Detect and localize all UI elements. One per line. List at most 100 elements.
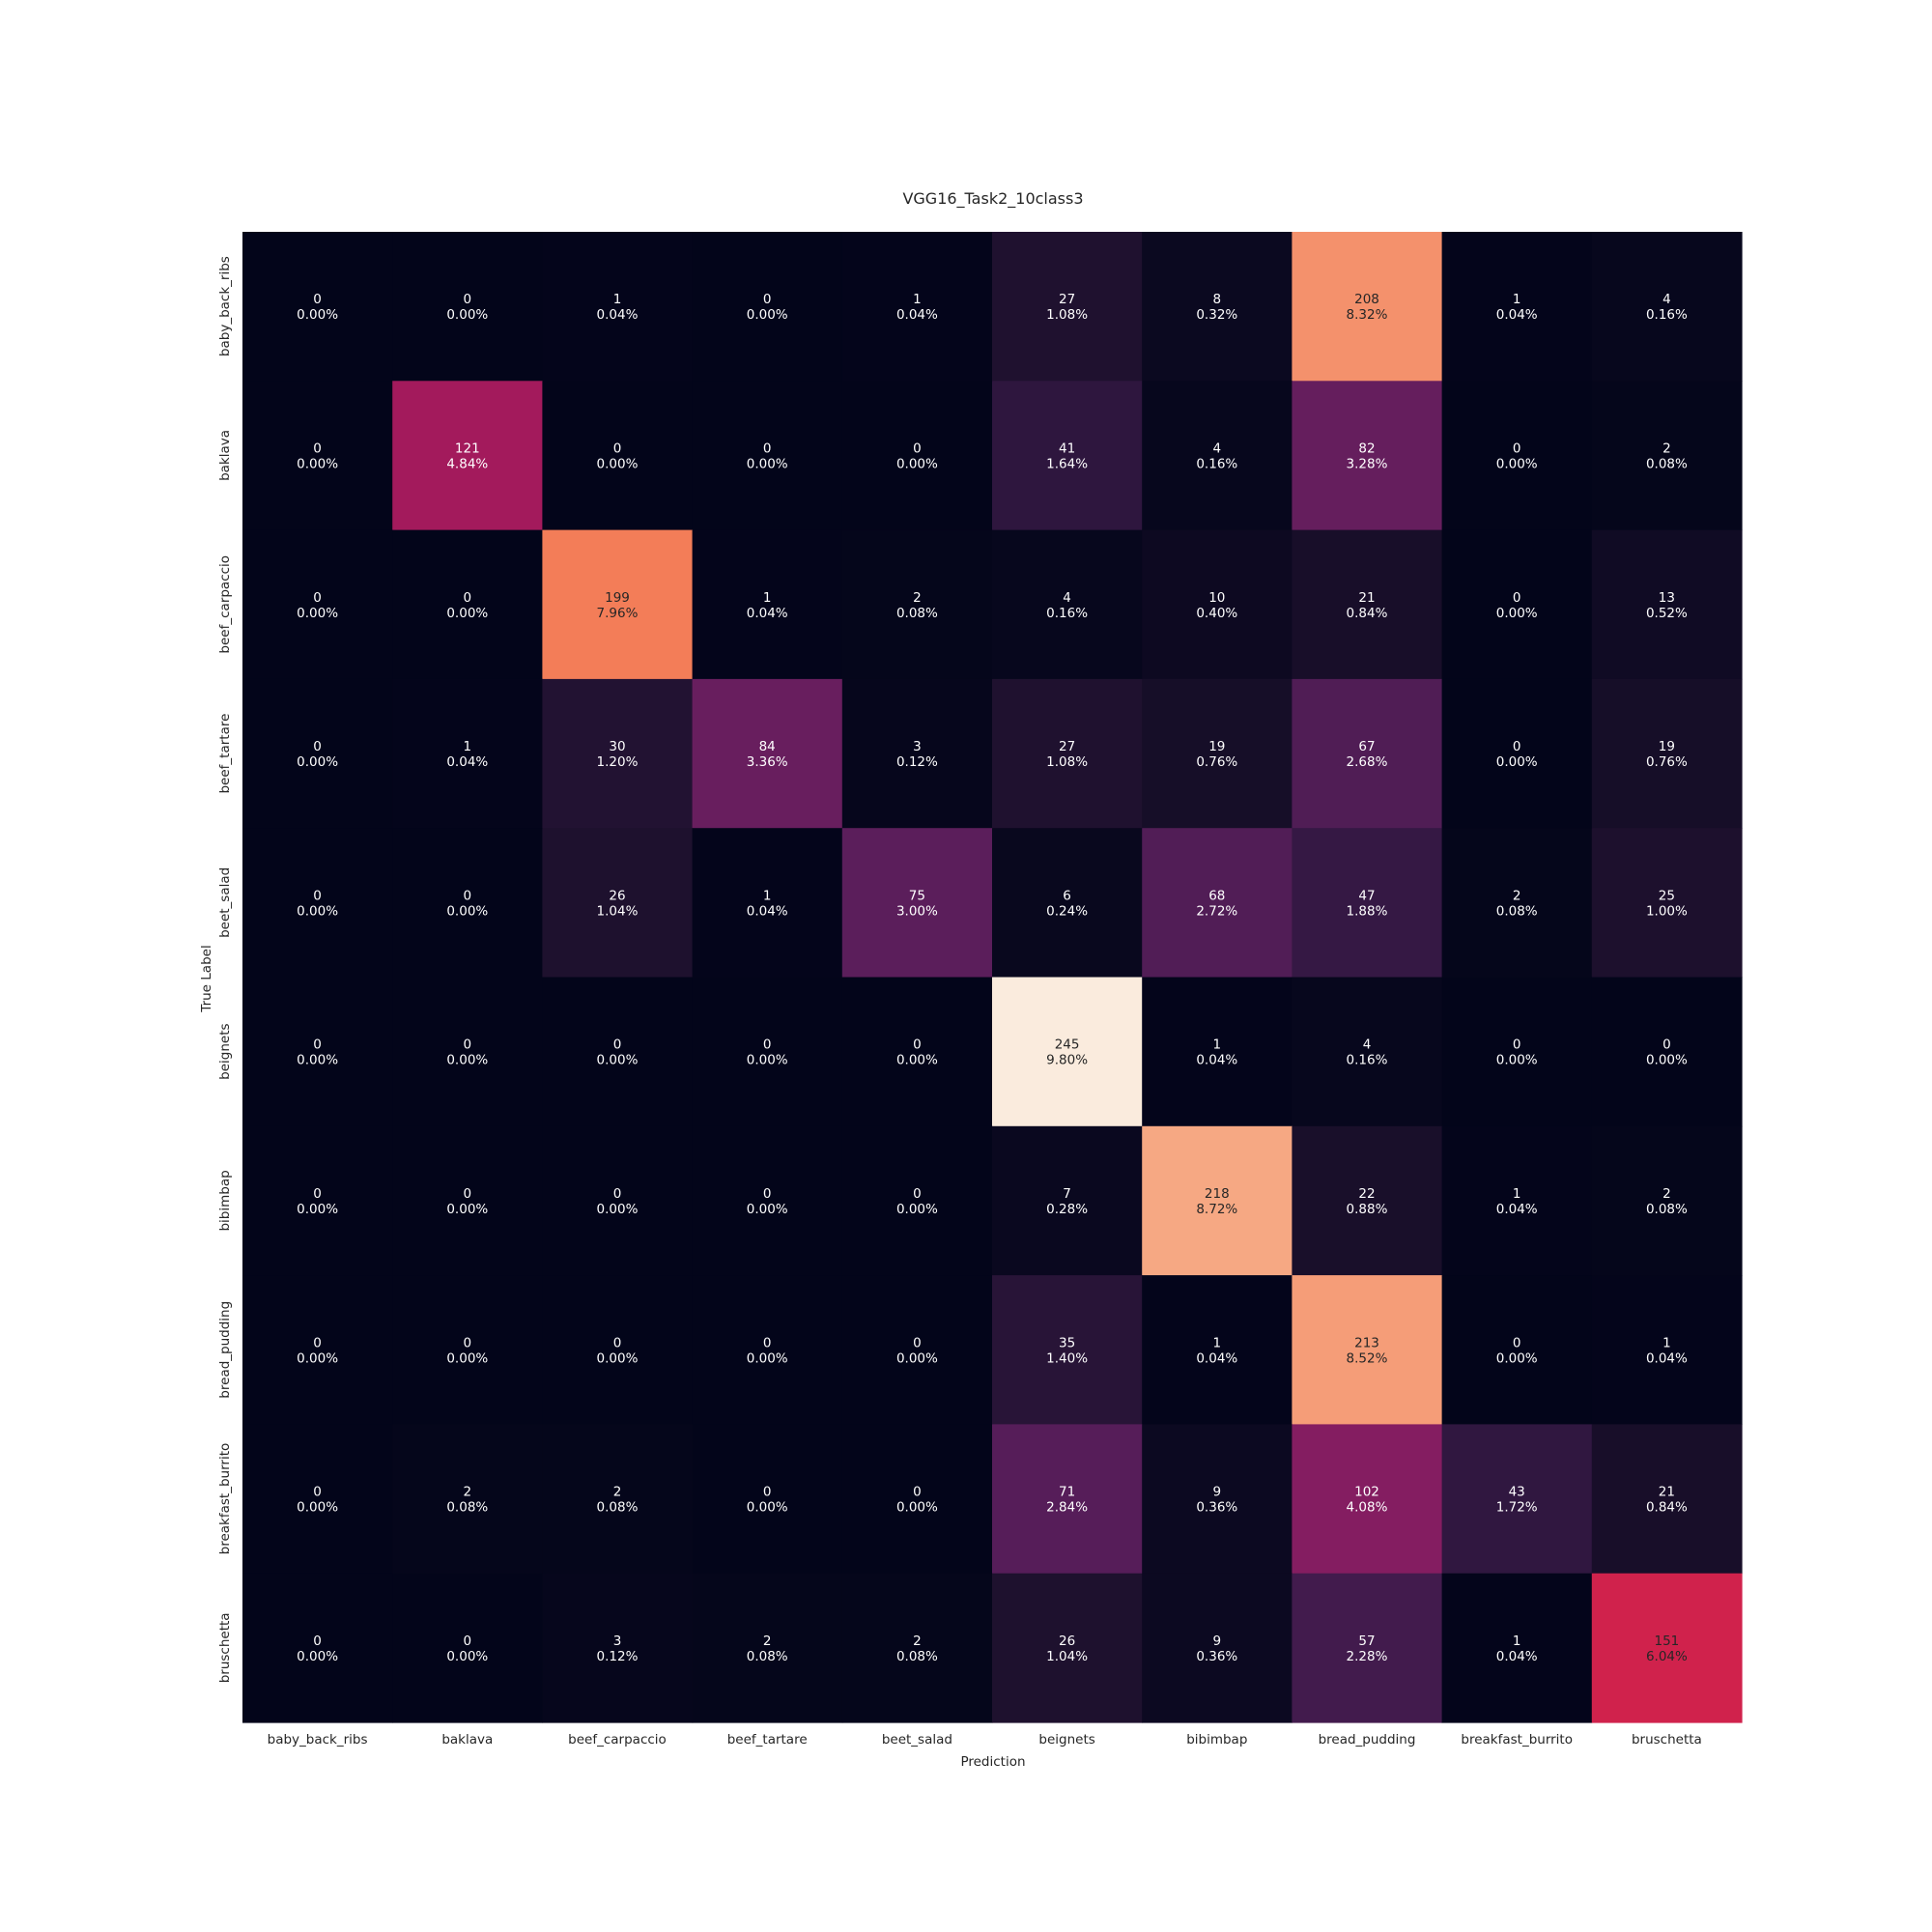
- cell-count-label: 0: [763, 440, 772, 456]
- cell-count-label: 0: [1513, 1037, 1521, 1053]
- heatmap-cell: [1142, 1125, 1293, 1276]
- heatmap-cell: [692, 1275, 843, 1425]
- cell-percent-label: 0.04%: [1196, 1350, 1237, 1366]
- heatmap-cell: [242, 381, 393, 531]
- heatmap-cell: [1142, 1573, 1293, 1723]
- cell-count-label: 10: [1208, 590, 1225, 606]
- cell-percent-label: 2.72%: [1196, 903, 1237, 919]
- cell-count-label: 1: [613, 292, 622, 307]
- cell-count-label: 0: [464, 888, 472, 903]
- cell-percent-label: 0.00%: [896, 1350, 938, 1366]
- cell-count-label: 0: [763, 292, 772, 307]
- cell-percent-label: 0.32%: [1196, 307, 1237, 323]
- cell-count-label: 27: [1059, 739, 1075, 754]
- cell-count-label: 245: [1055, 1037, 1080, 1053]
- cell-percent-label: 0.16%: [1046, 606, 1088, 621]
- heatmap-cell: [841, 1424, 993, 1575]
- cell-count-label: 26: [609, 888, 625, 903]
- cell-percent-label: 4.08%: [1347, 1500, 1388, 1516]
- cell-count-label: 0: [1513, 590, 1521, 606]
- cell-percent-label: 1.08%: [1046, 754, 1088, 770]
- cell-percent-label: 0.40%: [1196, 606, 1237, 621]
- cell-percent-label: 9.80%: [1046, 1053, 1088, 1068]
- cell-count-label: 0: [313, 1485, 322, 1500]
- y-tick-label: bruschetta: [217, 1612, 233, 1683]
- cell-percent-label: 0.00%: [747, 1053, 788, 1068]
- x-tick-label: bread_pudding: [1319, 1732, 1416, 1747]
- y-tick-label: bread_pudding: [217, 1301, 233, 1399]
- cell-count-label: 7: [1063, 1186, 1071, 1202]
- cell-count-label: 0: [464, 1186, 472, 1202]
- heatmap-cell: [542, 678, 694, 829]
- cell-count-label: 19: [1659, 739, 1675, 754]
- heatmap-cell: [542, 232, 694, 382]
- cell-count-label: 1: [1513, 1634, 1521, 1649]
- x-tick-label: baklava: [441, 1732, 493, 1747]
- x-axis-ticks: baby_back_ribs baklava beef_carpaccio beef_…: [268, 1732, 1702, 1747]
- cell-percent-label: 0.12%: [597, 1649, 639, 1664]
- cell-percent-label: 0.04%: [896, 307, 938, 323]
- x-tick-label: baby_back_ribs: [268, 1732, 368, 1747]
- cell-count-label: 0: [1513, 739, 1521, 754]
- cell-count-label: 1: [913, 292, 922, 307]
- heatmap-cell: [392, 1573, 543, 1723]
- cell-percent-label: 1.40%: [1046, 1350, 1088, 1366]
- cell-percent-label: 0.00%: [297, 1350, 338, 1366]
- heatmap-cell: [1591, 529, 1743, 680]
- cell-count-label: 4: [1662, 292, 1671, 307]
- heatmap-cell: [992, 828, 1143, 979]
- cell-percent-label: 3.36%: [747, 754, 788, 770]
- heatmap-cell: [1142, 678, 1293, 829]
- cell-percent-label: 0.00%: [747, 456, 788, 471]
- heatmap-cell: [392, 381, 543, 531]
- heatmap-cell: [392, 1424, 543, 1575]
- cell-percent-label: 0.08%: [1646, 1202, 1688, 1217]
- cell-percent-label: 1.64%: [1046, 456, 1088, 471]
- heatmap-cell: [841, 1125, 993, 1276]
- heatmap-cell: [392, 1125, 543, 1276]
- cell-count-label: 9: [1213, 1485, 1222, 1500]
- cell-count-label: 121: [455, 440, 480, 456]
- cell-percent-label: 0.00%: [747, 307, 788, 323]
- cell-count-label: 0: [613, 1186, 622, 1202]
- y-tick-label: baby_back_ribs: [217, 256, 233, 356]
- cell-count-label: 0: [913, 1037, 922, 1053]
- cell-percent-label: 0.00%: [297, 606, 338, 621]
- heatmap-cell: [1142, 1275, 1293, 1425]
- cell-percent-label: 0.36%: [1196, 1649, 1237, 1664]
- cell-count-label: 0: [464, 1037, 472, 1053]
- cell-percent-label: 0.00%: [747, 1500, 788, 1516]
- heatmap-cell: [392, 1275, 543, 1425]
- cell-count-label: 8: [1213, 292, 1222, 307]
- cell-count-label: 0: [913, 1335, 922, 1350]
- cell-count-label: 71: [1059, 1485, 1075, 1500]
- cell-count-label: 0: [613, 1037, 622, 1053]
- heatmap-cell: [841, 232, 993, 382]
- cell-percent-label: 0.08%: [896, 606, 938, 621]
- cell-percent-label: 8.72%: [1196, 1202, 1237, 1217]
- cell-percent-label: 0.00%: [446, 1202, 488, 1217]
- heatmap-cell: [992, 232, 1143, 382]
- heatmap-cell: [992, 977, 1143, 1127]
- cell-percent-label: 0.00%: [297, 307, 338, 323]
- cell-count-label: 2: [1662, 1186, 1671, 1202]
- heatmap-cell: [992, 529, 1143, 680]
- cell-count-label: 3: [913, 739, 922, 754]
- cell-percent-label: 0.28%: [1046, 1202, 1088, 1217]
- x-tick-label: beef_tartare: [727, 1732, 808, 1747]
- cell-percent-label: 0.00%: [747, 1350, 788, 1366]
- cell-count-label: 2: [763, 1634, 772, 1649]
- heatmap-cell: [242, 678, 393, 829]
- cell-percent-label: 0.04%: [597, 307, 639, 323]
- heatmap-cell: [242, 1275, 393, 1425]
- cell-count-label: 22: [1358, 1186, 1375, 1202]
- heatmap-cell: [1441, 381, 1593, 531]
- heatmap-cell: [1142, 381, 1293, 531]
- y-tick-label: beef_tartare: [217, 714, 233, 794]
- y-tick-label: bibimbap: [217, 1170, 233, 1231]
- heatmap-cell: [692, 828, 843, 979]
- heatmap-cell: [1441, 529, 1593, 680]
- cell-percent-label: 0.00%: [1496, 754, 1538, 770]
- cell-percent-label: 0.04%: [1496, 1649, 1538, 1664]
